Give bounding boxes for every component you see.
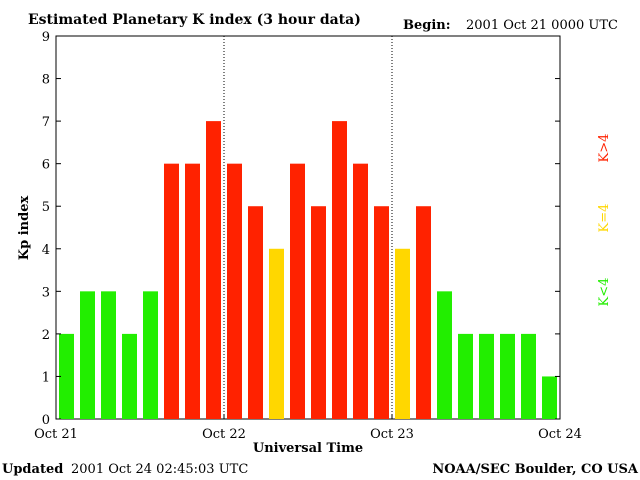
x-tick-label: Oct 24 — [538, 427, 582, 442]
begin-label: Begin: — [403, 18, 451, 33]
chart-title: Estimated Planetary K index (3 hour data… — [28, 12, 361, 28]
begin-value: 2001 Oct 21 0000 UTC — [466, 18, 618, 33]
x-axis-label: Universal Time — [253, 441, 363, 456]
kp-bar — [143, 291, 158, 419]
kp-bar — [332, 121, 347, 419]
y-tick-label: 1 — [42, 370, 50, 385]
kp-bar — [101, 291, 116, 419]
kp-bar — [479, 333, 494, 419]
kp-bar — [395, 248, 410, 419]
kp-bar — [437, 291, 452, 419]
x-tick-label: Oct 22 — [202, 427, 246, 442]
kp-bar — [290, 163, 305, 419]
y-tick-label: 3 — [42, 285, 50, 300]
y-tick-label: 9 — [42, 30, 50, 45]
kp-bar — [248, 206, 263, 419]
x-axis-ticks: Oct 21 Oct 22 Oct 23 Oct 24 — [34, 414, 582, 442]
bar-series — [59, 121, 557, 419]
source-credit: NOAA/SEC Boulder, CO USA — [432, 462, 639, 477]
y-tick-label: 2 — [42, 328, 50, 343]
kp-bar — [80, 291, 95, 419]
y-tick-label: 6 — [42, 158, 50, 173]
x-tick-label: Oct 21 — [34, 427, 78, 442]
kp-bar — [542, 376, 557, 419]
legend-high: K>4 — [597, 134, 612, 163]
kp-bar — [269, 248, 284, 419]
kp-bar — [458, 333, 473, 419]
day-separators — [223, 36, 393, 419]
updated-value: 2001 Oct 24 02:45:03 UTC — [71, 462, 248, 477]
legend-mid: K=4 — [597, 204, 612, 233]
y-axis-label: Kp index — [17, 196, 32, 261]
kp-bar — [185, 163, 200, 419]
plot-frame — [55, 35, 561, 420]
y-tick-label: 8 — [42, 73, 50, 88]
kp-bar — [353, 163, 368, 419]
kp-bar — [206, 121, 221, 419]
y-tick-label: 4 — [42, 243, 50, 258]
y-axis-ticks: 0 1 2 3 4 5 6 7 8 9 — [42, 30, 560, 428]
y-tick-label: 7 — [42, 115, 50, 130]
kp-bar — [416, 206, 431, 419]
y-tick-label: 0 — [42, 413, 50, 428]
kp-bar — [374, 206, 389, 419]
kp-bar — [500, 333, 515, 419]
x-tick-label: Oct 23 — [370, 427, 414, 442]
updated-label: Updated — [2, 462, 63, 477]
kp-bar — [311, 206, 326, 419]
y-tick-label: 5 — [42, 200, 50, 215]
kp-bar — [521, 333, 536, 419]
legend-low: K<4 — [597, 278, 612, 307]
kp-bar — [122, 333, 137, 419]
kp-bar — [164, 163, 179, 419]
kp-bar — [59, 333, 74, 419]
kp-bar — [227, 163, 242, 419]
